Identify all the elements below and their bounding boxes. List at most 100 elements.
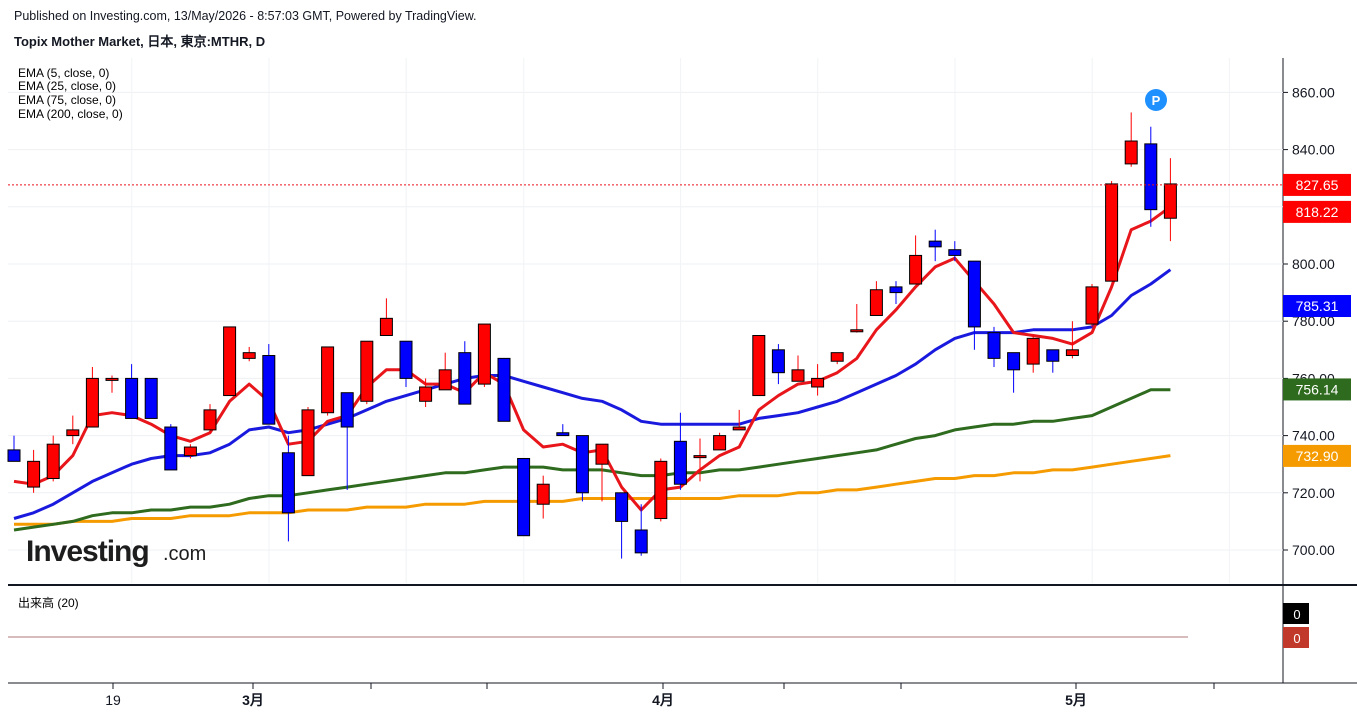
legend-ema200[interactable]: EMA (200, close, 0) <box>18 107 123 121</box>
marker-label: P <box>1152 93 1161 108</box>
candle-body <box>967 260 981 328</box>
price-tag <box>1283 378 1351 401</box>
candle-body <box>105 377 119 381</box>
candle-body <box>595 443 609 465</box>
candle-body <box>948 249 962 256</box>
candle-body <box>536 483 550 505</box>
volume-tag-top <box>1283 603 1309 624</box>
candle-body <box>281 452 295 514</box>
volume-tag-top-text: 0 <box>1293 607 1300 622</box>
candle-body <box>928 240 942 248</box>
candle-body <box>1007 352 1021 371</box>
logo-suffix: .com <box>163 543 206 565</box>
y-tick-label: 800.00 <box>1292 256 1335 272</box>
candle-body <box>850 329 864 333</box>
candle-body <box>7 449 21 462</box>
candle-body <box>1163 183 1177 219</box>
candle-body <box>360 340 374 402</box>
candle-body <box>1065 349 1079 357</box>
legend-ema75[interactable]: EMA (75, close, 0) <box>18 93 116 107</box>
candle-body <box>791 369 805 382</box>
y-tick-label: 860.00 <box>1292 84 1335 100</box>
candle-body <box>144 377 158 419</box>
candle-body <box>242 352 256 359</box>
x-tick-label[interactable]: 4月 <box>652 692 674 708</box>
marker-circle[interactable] <box>1145 89 1167 111</box>
candle-body <box>1124 140 1138 165</box>
y-tick-label: 740.00 <box>1292 428 1335 444</box>
candle-body <box>713 435 727 451</box>
y-tick-label: 780.00 <box>1292 313 1335 329</box>
published-info: Published on Investing.com, 13/May/2026 … <box>14 9 477 23</box>
x-tick-label[interactable]: 3月 <box>242 692 264 708</box>
legend-ema25[interactable]: EMA (25, close, 0) <box>18 79 116 93</box>
candle-body <box>203 409 217 431</box>
candle-body <box>321 346 335 414</box>
candle-body <box>909 254 923 285</box>
candle-body <box>262 355 276 425</box>
volume-tag-bottom <box>1283 627 1309 648</box>
candle-body <box>399 340 413 379</box>
candle-body <box>517 457 531 537</box>
price-tags: 827.65 818.22 785.31 756.14 732.90 <box>1283 173 1351 467</box>
candle-body <box>85 377 99 428</box>
y-tick-label: 700.00 <box>1292 542 1335 558</box>
candle-body <box>1046 349 1060 362</box>
y-tick-label: 720.00 <box>1292 485 1335 501</box>
candle-body <box>458 352 472 405</box>
price-tag-label: 732.90 <box>1296 448 1339 464</box>
candle-body <box>1085 286 1099 325</box>
candle-body <box>1026 337 1040 365</box>
candle-body <box>811 377 825 388</box>
ema75-line <box>13 388 1171 532</box>
ema-lines <box>13 205 1172 532</box>
candle-body <box>477 323 491 385</box>
price-tag-label: 756.14 <box>1296 381 1339 397</box>
candle-body <box>615 492 629 522</box>
ema200-line <box>14 454 1171 526</box>
candle-body <box>575 435 589 494</box>
candle-body <box>223 326 237 397</box>
candle-body <box>889 286 903 294</box>
candle-body <box>634 529 648 554</box>
time-axis[interactable]: 19 3月 4月 5月 <box>105 683 1215 708</box>
candle-body <box>830 352 844 362</box>
price-axis[interactable]: 700.00720.00740.00760.00780.00800.00820.… <box>1283 84 1335 558</box>
indicator-legend[interactable]: EMA (5, close, 0) EMA (25, close, 0) EMA… <box>18 66 123 121</box>
candle-body <box>732 426 746 431</box>
candle-body <box>164 426 178 471</box>
chart-header: Published on Investing.com, 13/May/2026 … <box>14 9 477 50</box>
candles <box>7 112 1177 559</box>
candle-body <box>673 440 687 485</box>
candle-body <box>693 455 707 459</box>
candle-body <box>301 409 315 477</box>
y-tick-label: 840.00 <box>1292 142 1335 158</box>
volume-label: 出来高 (20) <box>18 595 79 610</box>
candle-body <box>438 369 452 391</box>
price-tag <box>1283 295 1351 318</box>
x-tick-label[interactable]: 19 <box>105 692 121 708</box>
candle-body <box>869 289 883 316</box>
investing-logo: Investing .com <box>26 535 206 568</box>
x-tick-label[interactable]: 5月 <box>1065 692 1087 708</box>
candle-body <box>771 349 785 374</box>
candle-body <box>27 460 41 488</box>
price-tag <box>1283 200 1351 223</box>
candle-body <box>125 377 139 419</box>
logo-brand: Investing <box>26 535 149 568</box>
candle-body <box>419 386 433 402</box>
candle-body <box>497 357 511 422</box>
candle-body <box>654 460 668 520</box>
earnings-marker[interactable]: P <box>1145 89 1167 111</box>
candle-body <box>183 446 197 457</box>
candle-body <box>66 429 80 437</box>
candle-body <box>752 335 766 397</box>
legend-ema5[interactable]: EMA (5, close, 0) <box>18 66 109 80</box>
candle-body <box>1144 143 1158 211</box>
symbol-title: Topix Mother Market, 日本, 東京:MTHR, D <box>14 34 266 49</box>
price-tag-label: 827.65 <box>1296 177 1339 193</box>
candle-body <box>340 392 354 428</box>
candle-body <box>379 317 393 336</box>
volume-pane: 出来高 (20) 0 0 <box>8 584 1357 648</box>
